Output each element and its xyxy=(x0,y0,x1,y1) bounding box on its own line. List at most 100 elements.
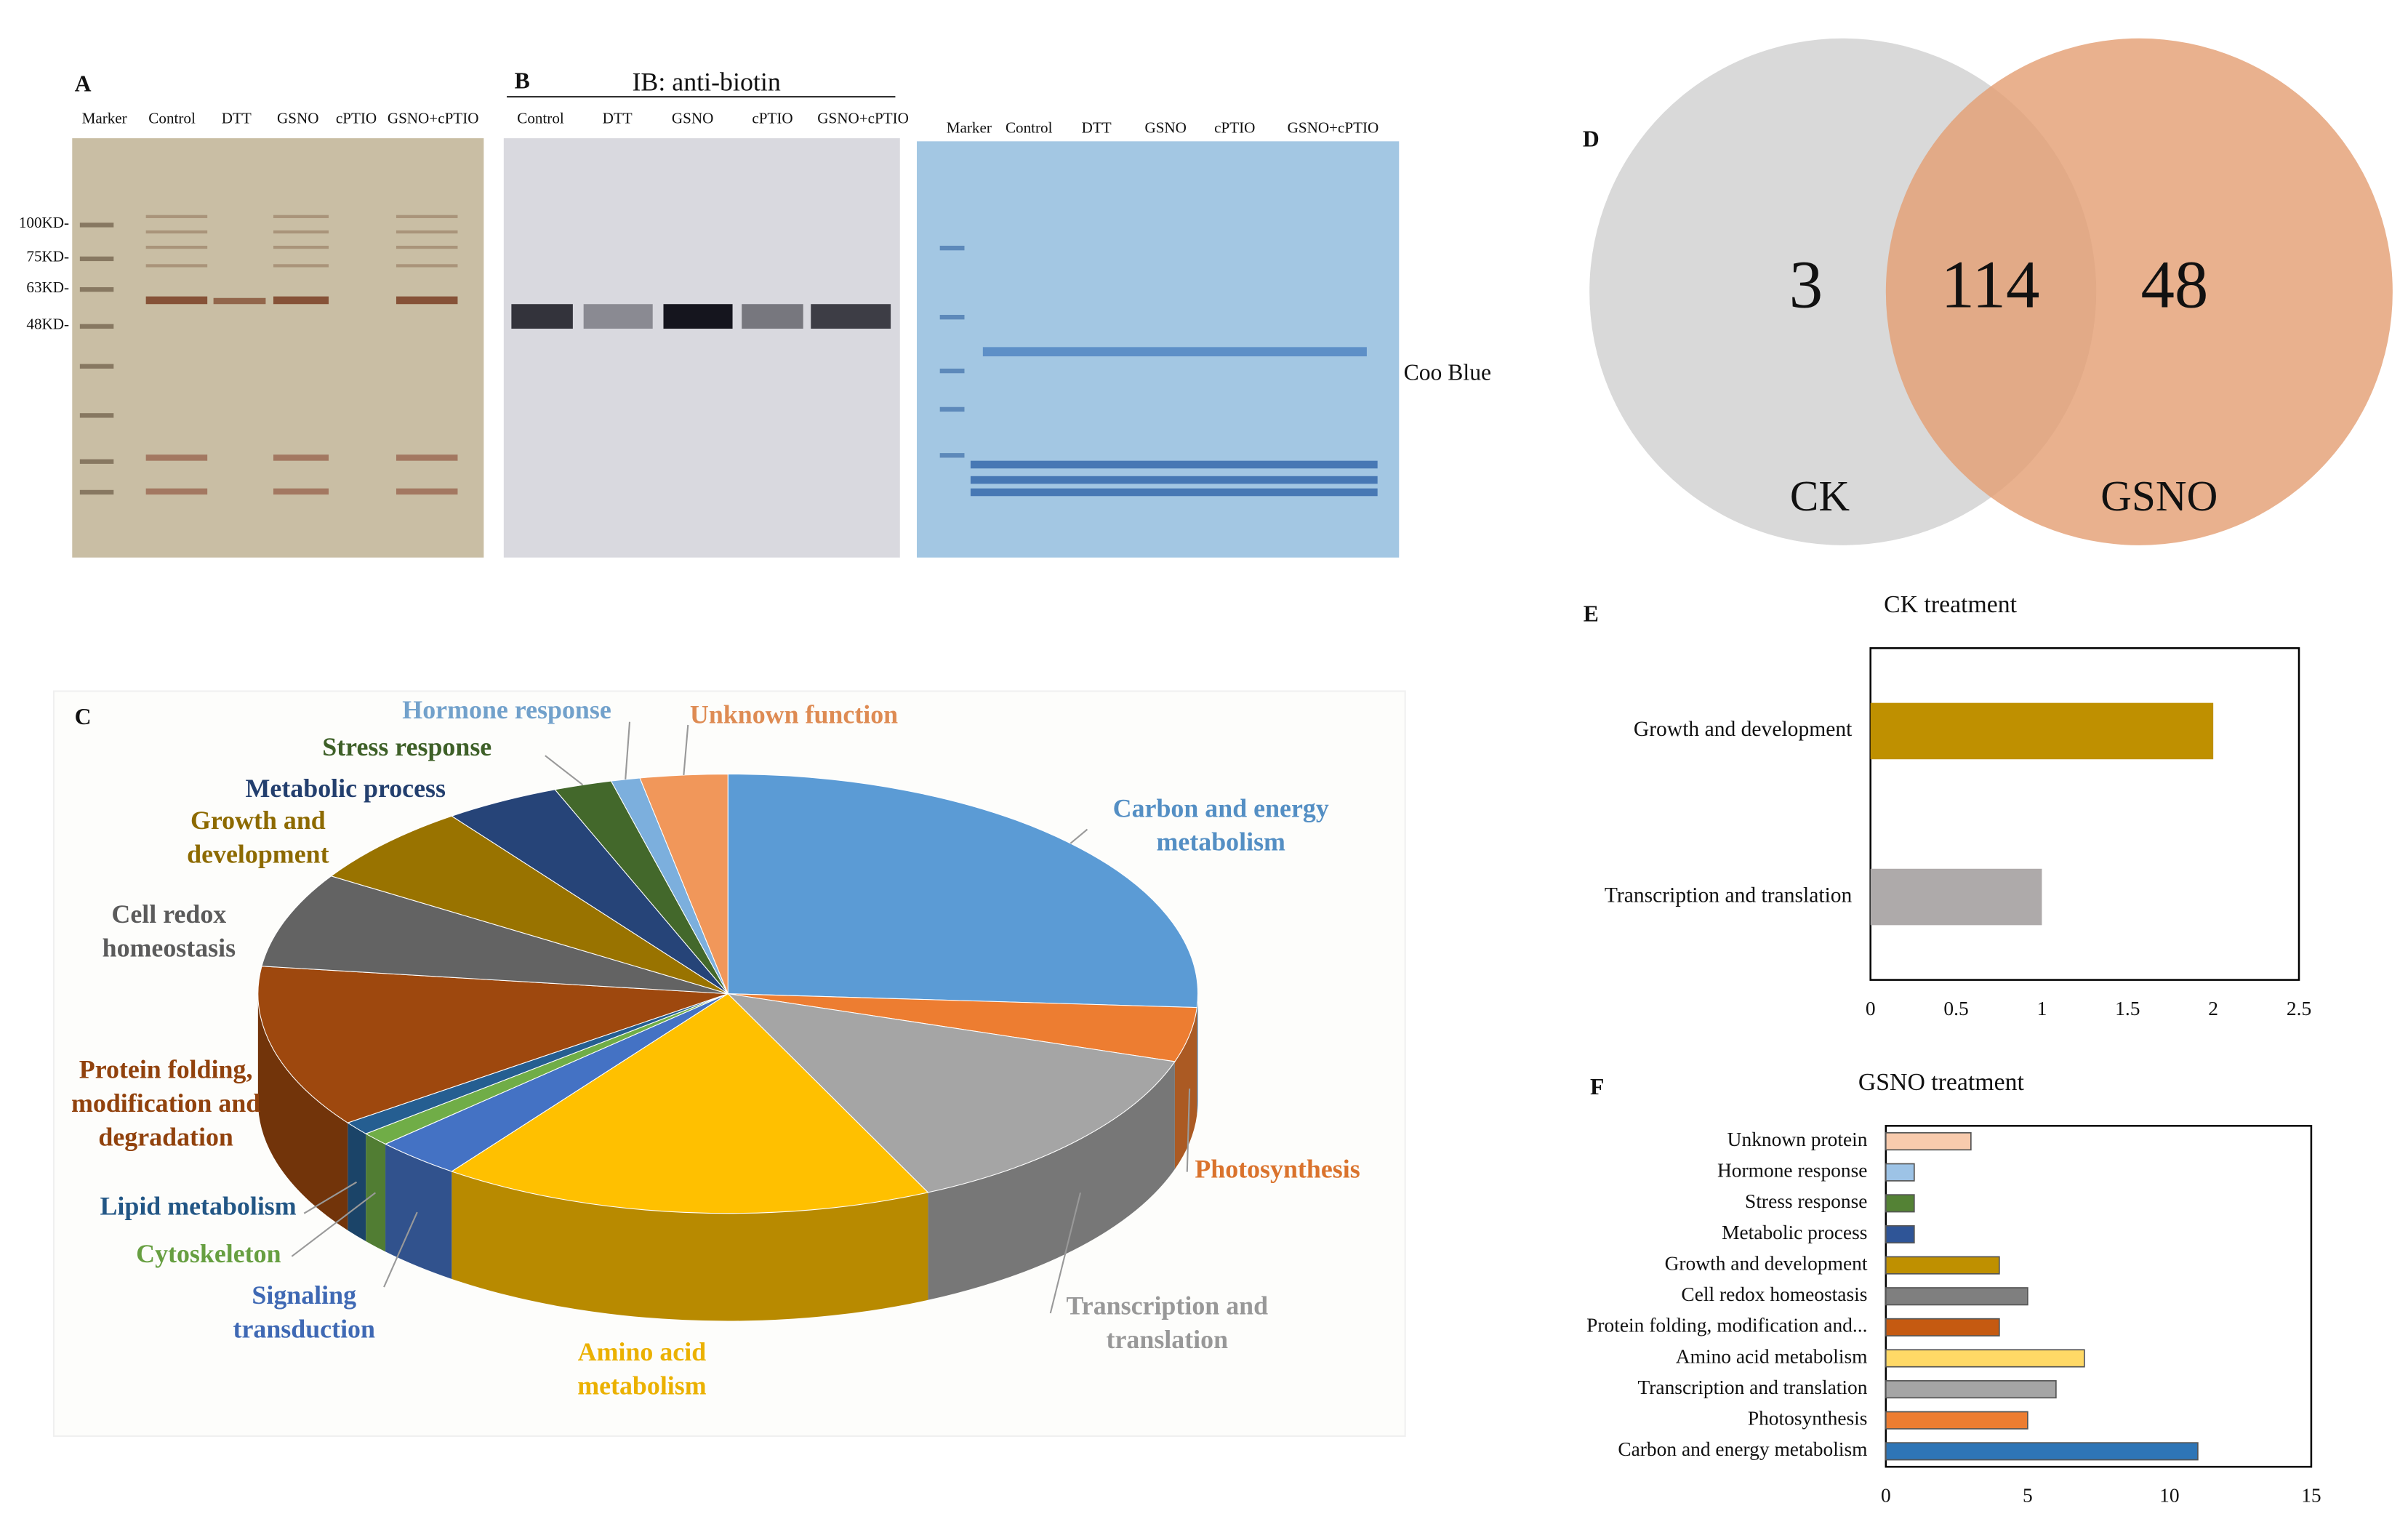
bar xyxy=(1885,1194,1915,1213)
lane-label: Control xyxy=(1006,119,1053,136)
pie-label: Lipid metabolism xyxy=(100,1192,296,1221)
pie-slice xyxy=(727,774,1199,1009)
gel-band xyxy=(79,256,114,262)
leader-line xyxy=(383,1211,418,1288)
gel-a xyxy=(72,138,484,558)
venn-set-name: CK xyxy=(1790,472,1850,520)
lane-label: GSNO xyxy=(277,110,318,127)
venn-count: 114 xyxy=(1941,248,2039,323)
lane-label: Marker xyxy=(82,110,127,127)
pie-slice xyxy=(639,774,729,994)
size-marker: 63KD- xyxy=(26,278,69,296)
pie-label: Photosynthesis xyxy=(1195,1155,1360,1184)
lane-label: Control xyxy=(148,110,196,127)
category-label: Photosynthesis xyxy=(1748,1408,1868,1430)
pie-slice-side xyxy=(928,1061,1175,1300)
gel-band xyxy=(939,245,965,251)
pie-label: Growth and development xyxy=(187,806,329,868)
leader-line xyxy=(303,1181,358,1214)
category-label: Unknown protein xyxy=(1727,1129,1868,1150)
pie-label: Cytoskeleton xyxy=(136,1239,281,1268)
gel-band xyxy=(663,304,733,329)
gel-band xyxy=(742,304,803,329)
pie-slice xyxy=(330,815,729,995)
category-label: Metabolic process xyxy=(1722,1222,1867,1243)
x-tick-label: 0 xyxy=(1881,1485,1891,1507)
x-tick-label: 0 xyxy=(1866,998,1876,1019)
pie-slice-side xyxy=(452,1171,928,1321)
pie-slice-side xyxy=(257,993,348,1231)
category-label: Growth and development xyxy=(1634,718,1853,741)
panel-letter: E xyxy=(1584,601,1599,626)
lane-label: cPTIO xyxy=(752,110,792,127)
pie-label: Carbon and energy metabolism xyxy=(1113,793,1329,856)
lane-label: GSNO+cPTIO xyxy=(817,110,909,127)
pie-label: Transcription and translation xyxy=(1067,1291,1269,1354)
gel-band xyxy=(939,368,965,374)
bar xyxy=(1885,1132,1972,1151)
gel-band xyxy=(273,488,329,495)
x-tick-label: 10 xyxy=(2159,1485,2179,1507)
lane-label: DTT xyxy=(222,110,252,127)
x-tick-label: 5 xyxy=(2023,1485,2033,1507)
lane-label: DTT xyxy=(603,110,633,127)
gel-band xyxy=(396,488,458,495)
category-label: Hormone response xyxy=(1717,1160,1868,1182)
lane-label: GSNO+cPTIO xyxy=(388,110,479,127)
lane-label: GSNO+cPTIO xyxy=(1288,119,1379,136)
gel-band xyxy=(145,488,208,495)
chart-title: CK treatment xyxy=(1884,591,2018,618)
size-marker: 48KD- xyxy=(26,316,69,333)
gel-band xyxy=(79,489,114,495)
panel-letter: D xyxy=(1583,127,1600,152)
bar xyxy=(1885,1380,2057,1399)
pie-slice xyxy=(726,993,1176,1193)
venn-set-name: GSNO xyxy=(2100,472,2218,520)
gel-band xyxy=(145,454,208,461)
pie-label: Metabolic process xyxy=(246,774,446,803)
gel-band xyxy=(79,459,114,464)
x-tick-label: 1.5 xyxy=(2115,998,2140,1019)
chart-title: GSNO treatment xyxy=(1858,1069,2025,1096)
gel-band xyxy=(970,460,1378,469)
category-label: Stress response xyxy=(1745,1190,1867,1212)
pie-label: Protein folding, modification and degradat… xyxy=(71,1055,260,1152)
venn-count: 48 xyxy=(2140,248,2208,323)
bar xyxy=(1885,1442,2199,1461)
bar xyxy=(1885,1225,1915,1244)
gel-band xyxy=(79,324,114,329)
category-label: Transcription and translation xyxy=(1605,883,1853,907)
lane-label: GSNO xyxy=(1144,119,1186,136)
pie-label: Signaling transduction xyxy=(233,1280,375,1343)
gel-band xyxy=(273,296,329,305)
bar xyxy=(1885,1349,2085,1368)
leader-line xyxy=(1069,828,1088,844)
pie-slice-side xyxy=(1174,1007,1197,1169)
gel-band xyxy=(396,230,458,234)
gel-band xyxy=(939,315,965,320)
pie-label: Unknown function xyxy=(690,700,898,729)
category-label: Transcription and translation xyxy=(1637,1376,1867,1398)
category-label: Cell redox homeostasis xyxy=(1681,1283,1867,1305)
gel-band xyxy=(273,245,329,249)
lane-label: Control xyxy=(517,110,564,127)
pie-label: Hormone response xyxy=(402,695,611,724)
pie-slice-side xyxy=(348,1123,366,1242)
gel-band xyxy=(583,304,653,329)
panel-letter: C xyxy=(75,704,92,729)
gel-band xyxy=(970,476,1378,484)
category-label: Carbon and energy metabolism xyxy=(1618,1438,1867,1460)
venn-circle xyxy=(1885,38,2393,545)
gel-band xyxy=(145,230,208,234)
gel-band xyxy=(145,296,208,305)
gel-band xyxy=(982,347,1367,357)
gel-band xyxy=(939,406,965,412)
venn-count: 3 xyxy=(1789,248,1823,323)
bar xyxy=(1885,1256,2000,1275)
plot-frame xyxy=(1869,647,2300,981)
stain-label: Coo Blue xyxy=(1404,360,1492,385)
bar xyxy=(1870,702,2214,760)
pie-label: Stress response xyxy=(322,732,491,761)
x-tick-label: 1 xyxy=(2037,998,2047,1019)
